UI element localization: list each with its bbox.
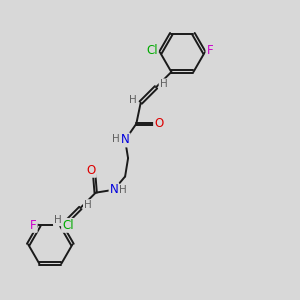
Text: H: H xyxy=(84,200,92,210)
Text: H: H xyxy=(112,134,120,143)
Text: O: O xyxy=(87,164,96,177)
Text: N: N xyxy=(110,183,118,196)
Text: F: F xyxy=(30,219,37,232)
Text: N: N xyxy=(121,134,130,146)
Text: H: H xyxy=(160,79,167,89)
Text: Cl: Cl xyxy=(146,44,158,57)
Text: F: F xyxy=(206,44,213,57)
Text: H: H xyxy=(130,94,137,105)
Text: H: H xyxy=(54,215,61,225)
Text: O: O xyxy=(154,117,163,130)
Text: H: H xyxy=(119,185,127,195)
Text: Cl: Cl xyxy=(62,219,74,232)
